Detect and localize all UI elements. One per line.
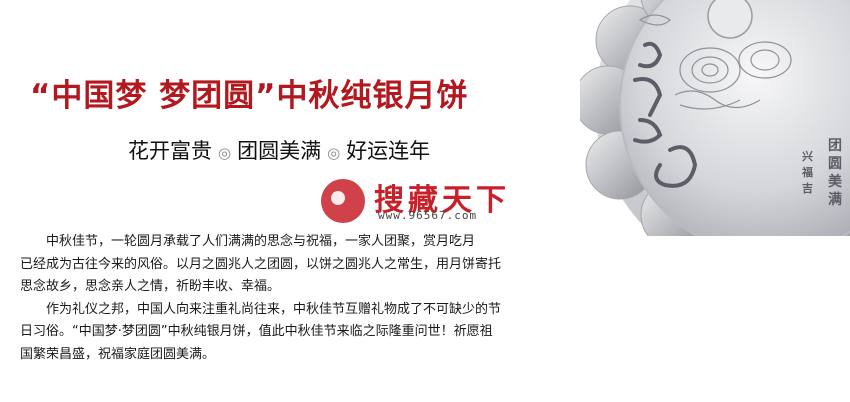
- description-line: 国繁荣昌盛，祝福家庭团圆美满。: [20, 346, 216, 362]
- description-line: 中秋佳节，一轮圆月承载了人们满满的思念与祝福，一家人团聚，赏月吃月: [46, 234, 476, 249]
- svg-text:福: 福: [801, 165, 813, 179]
- logo-icon: [321, 179, 365, 223]
- svg-text:美: 美: [828, 173, 843, 190]
- silver-mooncake-image: 团 圆 美 满 兴 福 吉: [580, 0, 850, 236]
- separator-icon: ◎: [218, 144, 232, 162]
- svg-text:满: 满: [828, 191, 842, 208]
- svg-text:吉: 吉: [802, 181, 813, 195]
- watermark-logo: 搜藏天下 www.96567.com: [318, 176, 538, 226]
- peony-engraving: [638, 14, 792, 110]
- subtitle-part: 团圆美满: [237, 139, 322, 163]
- svg-text:团: 团: [828, 138, 842, 154]
- svg-text:兴: 兴: [802, 149, 813, 163]
- description-line: 日习俗。“中国梦·梦团圆”中秋纯银月饼，值此中秋佳节来临之际隆重问世！祈愿祖: [20, 324, 493, 339]
- description-line: 已经成为古往今来的风俗。以月之圆兆人之团圆，以饼之圆兆人之常生，用月饼寄托: [20, 256, 502, 272]
- subtitle-part: 好运连年: [346, 139, 431, 163]
- svg-text:圆: 圆: [828, 156, 842, 172]
- moon-emblem: [707, 0, 753, 39]
- description: 中秋佳节，一轮圆月承载了人们满满的思念与祝福，一家人团聚，赏月吃月 已经成为古往…: [20, 231, 620, 366]
- separator-icon: ◎: [327, 144, 341, 162]
- subtitle: 花开富贵 ◎ 团圆美满 ◎ 好运连年: [128, 135, 430, 165]
- description-line: 作为礼仪之邦，中国人向来注重礼尚往来，中秋佳节互赠礼物成了不可缺少的节: [46, 301, 502, 317]
- calligraphy-right: 团 圆 美 满 兴 福 吉: [801, 138, 843, 208]
- description-line: 思念故乡，思念亲人之情，祈盼丰收、幸福。: [20, 279, 281, 294]
- logo-url: www.96567.com: [378, 209, 478, 222]
- subtitle-part: 花开富贵: [128, 139, 212, 163]
- page-title: “中国梦 梦团圆”中秋纯银月饼: [30, 78, 469, 114]
- logo-brand-text: 搜藏天下: [374, 183, 510, 218]
- calligraphy-left: [633, 41, 698, 188]
